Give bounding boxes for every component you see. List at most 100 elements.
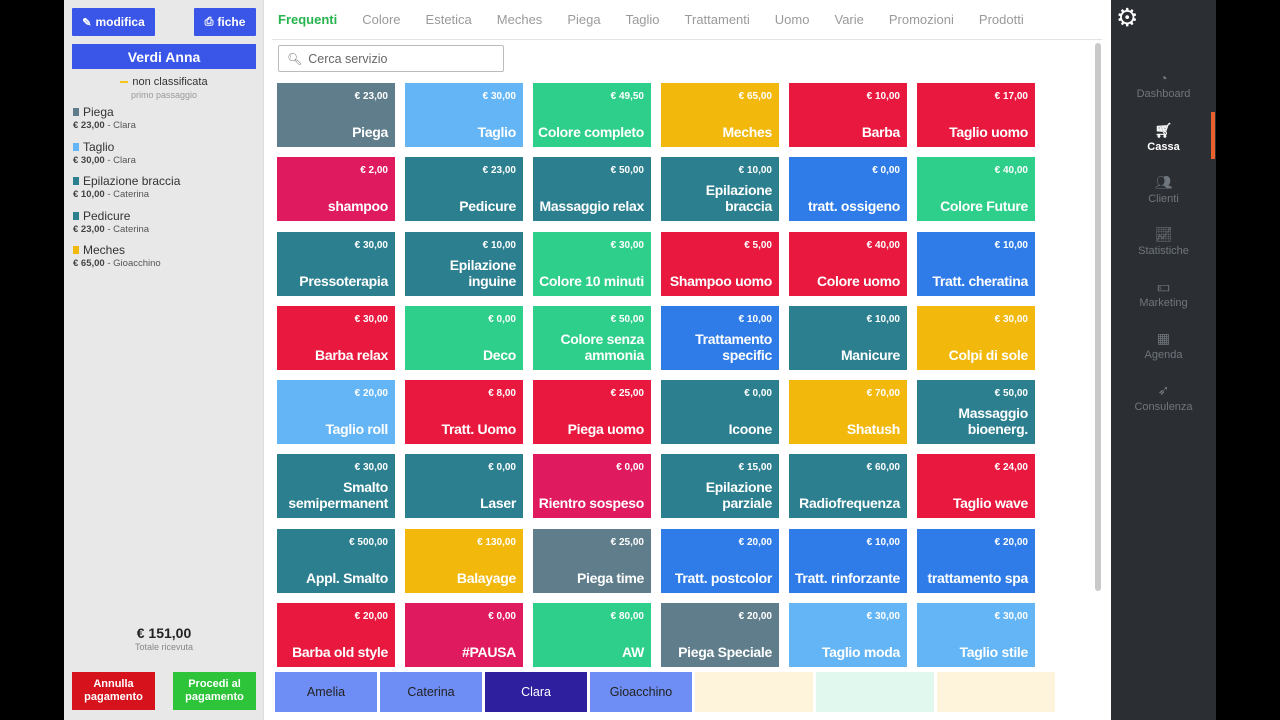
tab-meches[interactable]: Meches (496, 12, 543, 27)
service-price: € 17,00 (994, 91, 1028, 102)
receipt-item-name-row: Epilazione braccia (73, 174, 258, 188)
service-tile[interactable]: € 10,00 Trattamento specific (661, 305, 779, 370)
service-tile[interactable]: € 20,00 Barba old style (277, 603, 395, 668)
service-price: € 8,00 (488, 388, 516, 400)
services-scrollbar[interactable] (1095, 43, 1101, 591)
service-tile[interactable]: € 0,00 Icoone (661, 380, 779, 445)
nav-item-statistiche[interactable]: 📈︎ Statistiche (1111, 226, 1216, 257)
tab-varie[interactable]: Varie (834, 12, 864, 27)
service-tile[interactable]: € 30,00 Taglio (405, 83, 523, 147)
nav-item-consulenza[interactable]: ➶ Consulenza (1111, 382, 1216, 413)
service-tile[interactable]: € 50,00 Massaggio relax (533, 157, 651, 222)
tab-prodotti[interactable]: Prodotti (978, 12, 1024, 27)
service-tile[interactable]: € 70,00 Shatush (789, 380, 907, 445)
search-input[interactable] (308, 51, 489, 66)
service-tile[interactable]: € 23,00 Pedicure (405, 157, 523, 222)
service-tile[interactable]: € 0,00 Rientro sospeso (533, 454, 651, 519)
tab-taglio[interactable]: Taglio (625, 12, 660, 27)
service-price: € 130,00 (477, 536, 516, 548)
service-price: € 0,00 (488, 611, 516, 623)
operator-caterina[interactable]: Caterina (380, 672, 482, 712)
service-price: € 0,00 (872, 165, 900, 177)
service-tile[interactable]: € 10,00 Barba (789, 83, 907, 147)
service-tile[interactable]: € 0,00 tratt. ossigeno (789, 157, 907, 222)
service-tile[interactable]: € 10,00 Tratt. cheratina (917, 231, 1035, 296)
service-tile[interactable]: € 30,00 Colore 10 minuti (533, 231, 651, 296)
service-tile[interactable]: € 8,00 Tratt. Uomo (405, 380, 523, 445)
service-tile[interactable]: € 50,00 Massaggio bioenerg. (917, 380, 1035, 445)
tab-uomo[interactable]: Uomo (774, 12, 810, 27)
service-tile[interactable]: € 30,00 Taglio stile (917, 603, 1035, 668)
cancel-payment-button[interactable]: Annulla pagamento (72, 672, 155, 710)
service-tile[interactable]: € 60,00 Radiofrequenza (789, 454, 907, 519)
receipt-item-detail: € 30,00 - Clara (73, 154, 136, 166)
service-tile[interactable]: € 40,00 Colore uomo (789, 231, 907, 296)
tab-frequenti[interactable]: Frequenti (278, 12, 338, 27)
proceed-payment-button[interactable]: Procedi al pagamento (173, 672, 256, 710)
service-tile[interactable]: € 0,00 #PAUSA (405, 603, 523, 668)
service-tile[interactable]: € 10,00 Epilazione inguine (405, 231, 523, 296)
service-tile[interactable]: € 25,00 Piega uomo (533, 380, 651, 445)
edit-button[interactable]: ✎ modifica (72, 8, 155, 36)
service-tile[interactable]: € 80,00 AW (533, 603, 651, 668)
service-tile[interactable]: € 30,00 Smalto semipermanent (277, 454, 395, 519)
edit-icon: ✎ (82, 16, 92, 29)
operator-clara[interactable]: Clara (485, 672, 587, 712)
service-tile[interactable]: € 5,00 Shampoo uomo (661, 231, 779, 296)
tab-promozioni[interactable]: Promozioni (888, 12, 954, 27)
service-tile[interactable]: € 20,00 trattamento spa (917, 528, 1035, 593)
nav-item-cassa[interactable]: 🛒︎ Cassa (1111, 122, 1216, 153)
service-tile[interactable]: € 0,00 Laser (405, 454, 523, 519)
service-tile[interactable]: € 15,00 Epilazione parziale (661, 454, 779, 519)
service-tile[interactable]: € 20,00 Tratt. postcolor (661, 528, 779, 593)
service-tile[interactable]: € 2,00 shampoo (277, 157, 395, 222)
service-tile[interactable]: € 30,00 Pressoterapia (277, 231, 395, 296)
service-tile[interactable]: € 30,00 Barba relax (277, 305, 395, 370)
service-tile[interactable]: € 20,00 Piega Speciale (661, 603, 779, 668)
service-name: Massaggio bioenerg. (958, 405, 1028, 438)
service-tile[interactable]: € 0,00 Deco (405, 305, 523, 370)
tab-estetica[interactable]: Estetica (425, 12, 472, 27)
receipt-item[interactable]: Meches € 65,00 - Gioacchino (73, 243, 258, 278)
receipt-item[interactable]: Piega € 23,00 - Clara (73, 105, 258, 140)
service-price: € 25,00 (610, 388, 644, 400)
service-tile[interactable]: € 25,00 Piega time (533, 528, 651, 593)
operator-gioacchino[interactable]: Gioacchino (590, 672, 692, 712)
service-tile[interactable]: € 10,00 Manicure (789, 305, 907, 370)
service-tile[interactable]: € 30,00 Colpi di sole (917, 305, 1035, 370)
service-tile[interactable]: € 17,00 Taglio uomo (917, 83, 1035, 147)
service-tile[interactable]: € 10,00 Epilazione braccia (661, 157, 779, 222)
service-name: Tratt. cheratina (932, 272, 1028, 289)
rocket-icon: ➶ (1157, 382, 1170, 398)
service-tile[interactable]: € 50,00 Colore senza ammonia (533, 305, 651, 370)
receipt-item[interactable]: Pedicure € 23,00 - Caterina (73, 209, 258, 244)
nav-item-marketing[interactable]: 💵︎ Marketing (1111, 278, 1216, 309)
operator-amelia[interactable]: Amelia (275, 672, 377, 712)
tab-colore[interactable]: Colore (362, 12, 401, 27)
service-tile[interactable]: € 40,00 Colore Future (917, 157, 1035, 222)
tab-piega[interactable]: Piega (567, 12, 601, 27)
nav-item-clienti[interactable]: 👥︎ Clienti (1111, 174, 1216, 205)
client-name-button[interactable]: Verdi Anna (72, 44, 256, 69)
nav-item-agenda[interactable]: ▦ Agenda (1111, 330, 1216, 361)
service-tile[interactable]: € 23,00 Piega (277, 83, 395, 147)
service-tile[interactable]: € 130,00 Balayage (405, 528, 523, 593)
gear-icon[interactable]: ⚙ (1116, 4, 1139, 32)
service-tile[interactable]: € 20,00 Taglio roll (277, 380, 395, 445)
service-price: € 60,00 (866, 462, 900, 474)
service-tile[interactable]: € 49,50 Colore completo (533, 83, 651, 147)
service-tile[interactable]: € 10,00 Tratt. rinforzante (789, 528, 907, 593)
service-tile[interactable]: € 24,00 Taglio wave (917, 454, 1035, 519)
service-tile[interactable]: € 65,00 Meches (661, 83, 779, 147)
receipt-item[interactable]: Epilazione braccia € 10,00 - Caterina (73, 174, 258, 209)
search-icon: 🔍︎ (287, 51, 303, 66)
fiche-button-label: fiche (217, 15, 246, 29)
fiche-button[interactable]: ⎙ fiche (194, 8, 256, 36)
service-tile[interactable]: € 30,00 Taglio moda (789, 603, 907, 668)
service-tile[interactable]: € 500,00 Appl. Smalto (277, 528, 395, 593)
service-price: € 10,00 (482, 239, 516, 251)
nav-item-dashboard[interactable]: ◔ Dashboard (1111, 70, 1216, 100)
receipt-item[interactable]: Taglio € 30,00 - Clara (73, 140, 258, 175)
service-search[interactable]: 🔍︎ (278, 45, 504, 72)
tab-trattamenti[interactable]: Trattamenti (684, 12, 750, 27)
